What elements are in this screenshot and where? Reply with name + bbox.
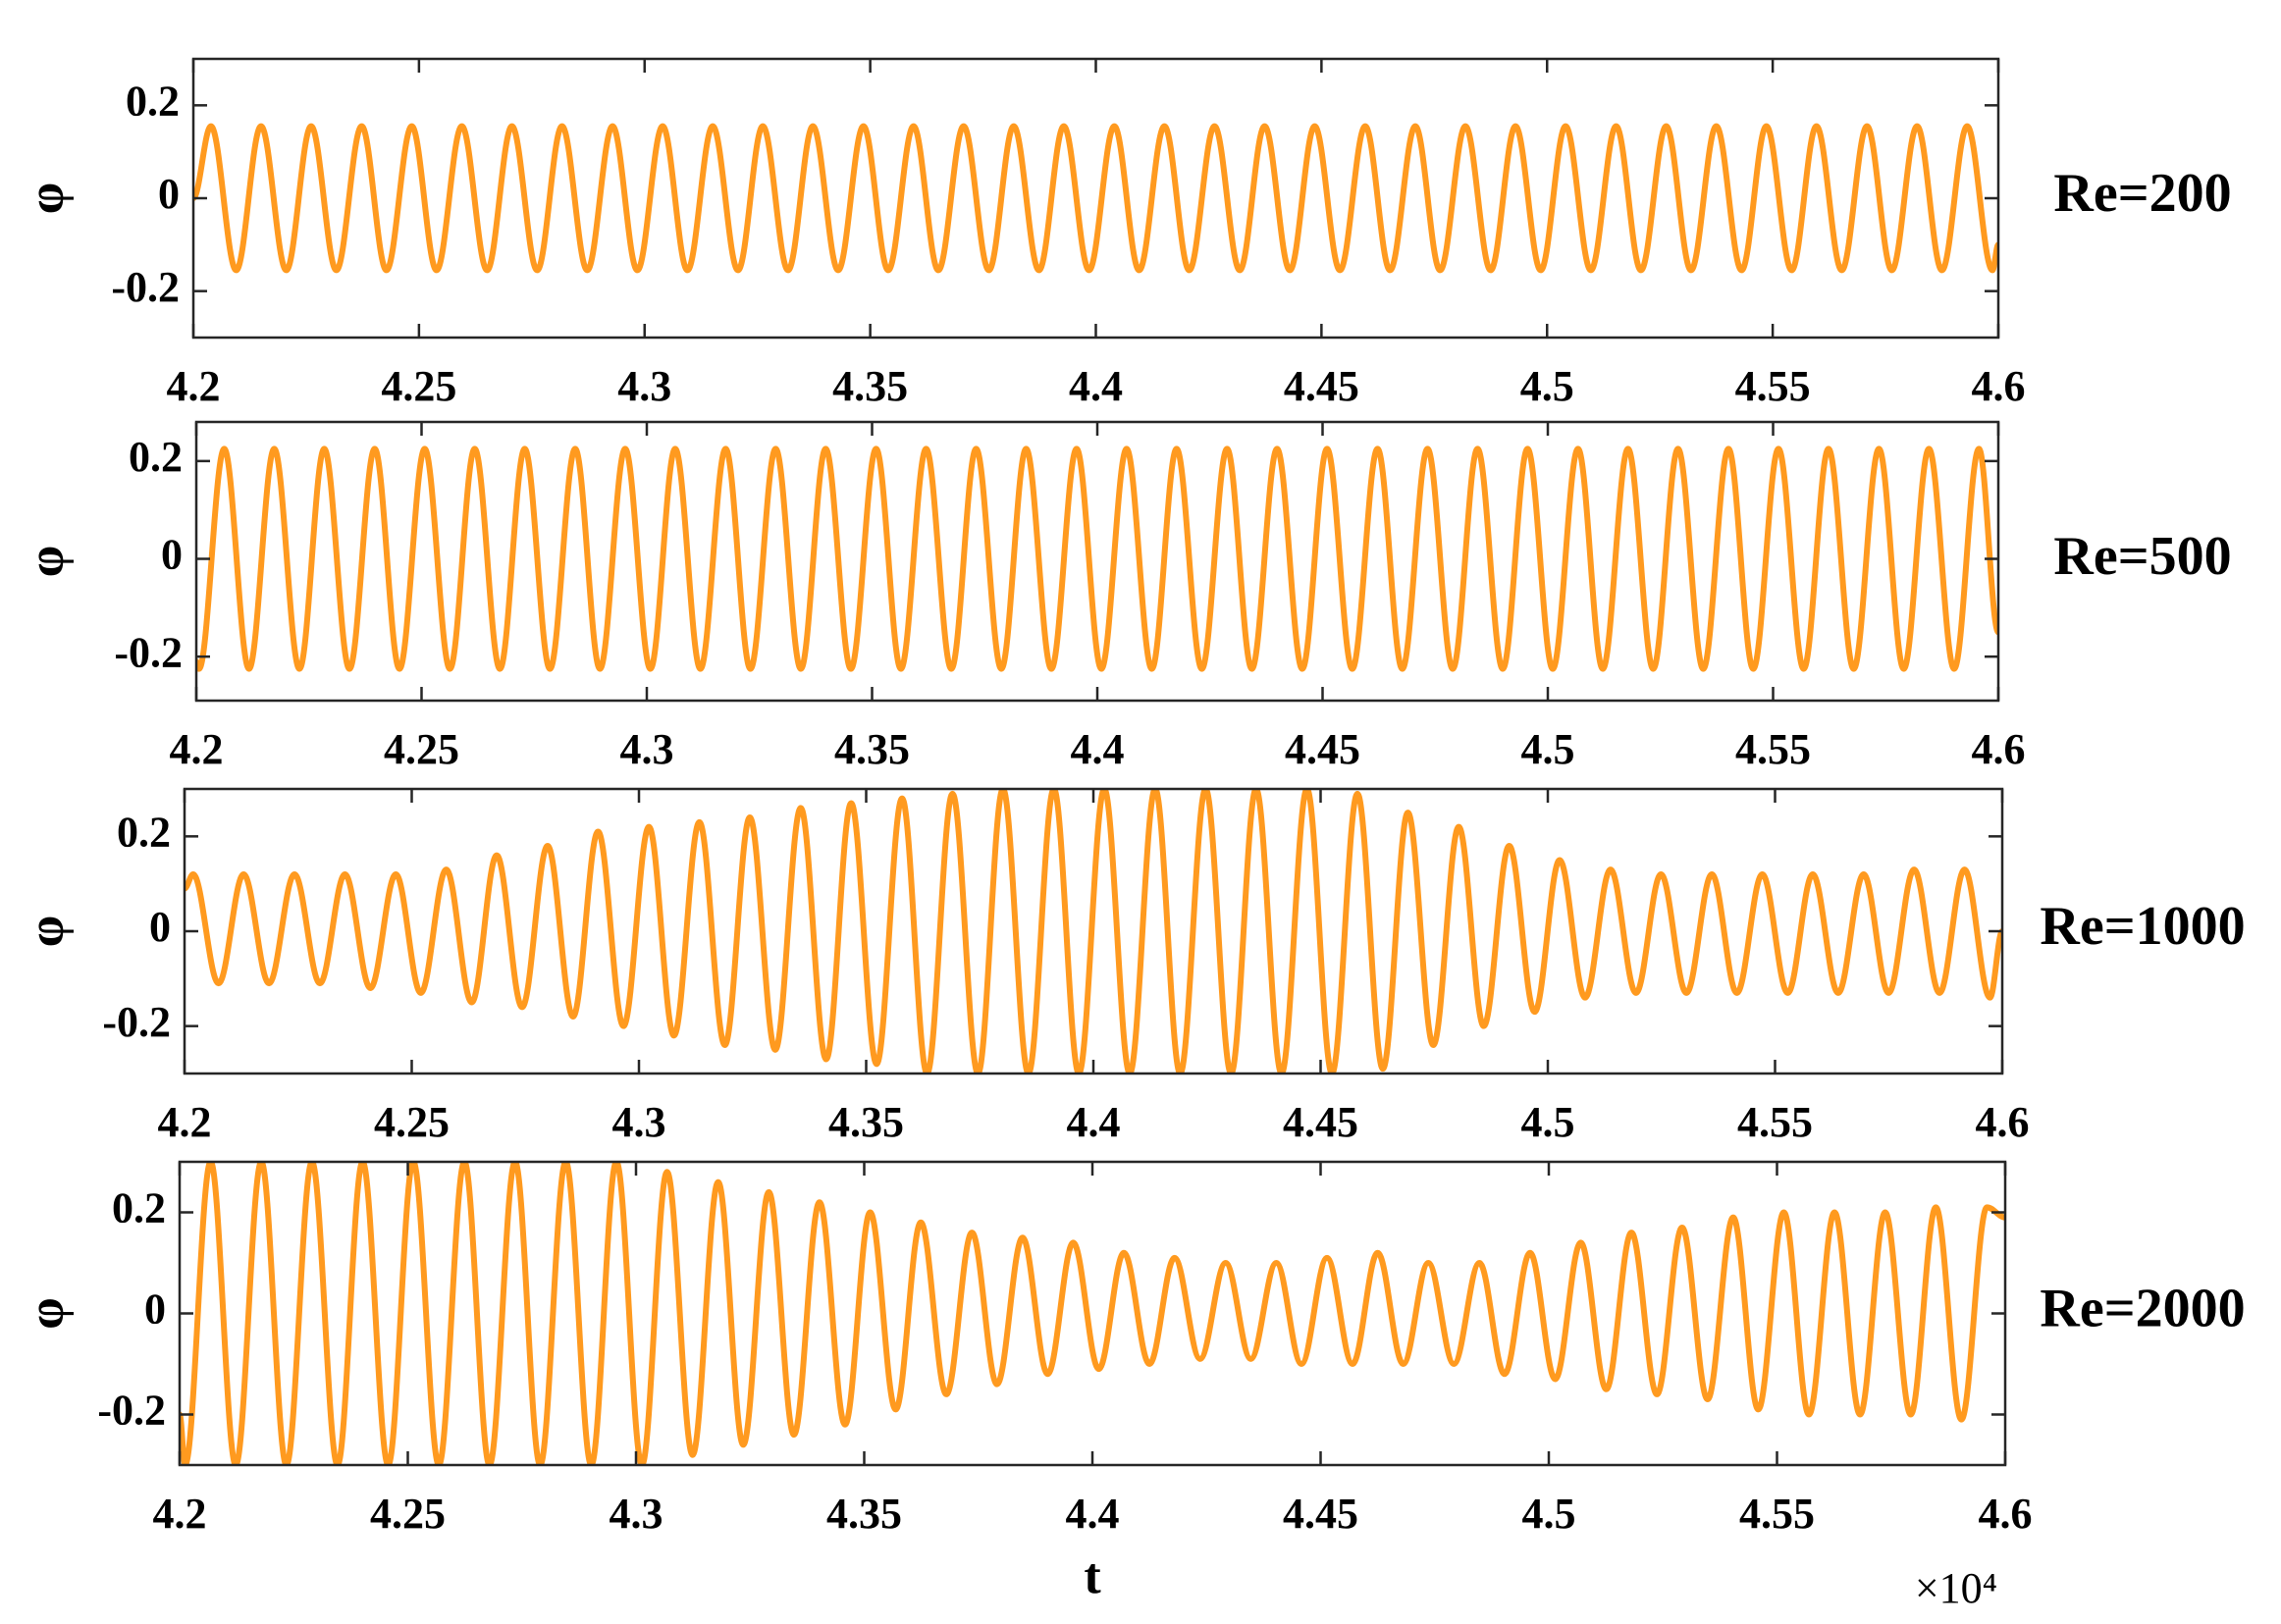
x-tick-label: 4.55 — [1735, 725, 1811, 773]
y-axis-label: φ — [19, 916, 75, 947]
x-tick-label: 4.2 — [170, 725, 224, 773]
x-tick-label: 4.55 — [1735, 362, 1811, 410]
re-annotation: Re=200 — [2053, 163, 2231, 224]
x-tick-label: 4.6 — [1979, 1490, 2033, 1538]
y-tick-label: -0.2 — [102, 998, 171, 1046]
x-tick-label: 4.35 — [832, 362, 908, 410]
x-tick-label: 4.35 — [828, 1098, 904, 1146]
x-tick-label: 4.35 — [834, 725, 910, 773]
x-axis-label: t — [1084, 1548, 1101, 1604]
x-multiplier: ×10⁴ — [1915, 1564, 1997, 1612]
x-tick-label: 4.5 — [1521, 725, 1575, 773]
x-tick-label: 4.4 — [1071, 725, 1125, 773]
x-tick-label: 4.3 — [610, 1490, 663, 1538]
x-tick-label: 4.5 — [1521, 1098, 1575, 1146]
x-tick-label: 4.25 — [370, 1490, 446, 1538]
x-tick-label: 4.45 — [1284, 362, 1359, 410]
x-tick-label: 4.2 — [153, 1490, 207, 1538]
plot-area — [180, 1162, 2005, 1465]
y-tick-label: 0 — [144, 1285, 166, 1334]
y-tick-label: 0.2 — [129, 433, 183, 481]
x-tick-label: 4.3 — [620, 725, 674, 773]
x-tick-label: 4.5 — [1522, 1490, 1576, 1538]
y-tick-label: -0.2 — [97, 1387, 166, 1435]
x-tick-label: 4.25 — [384, 725, 459, 773]
y-tick-label: -0.2 — [114, 628, 183, 676]
y-axis-label: φ — [19, 183, 75, 214]
plot-area — [196, 445, 1998, 672]
y-tick-label: 0.2 — [112, 1184, 166, 1232]
x-tick-label: 4.25 — [374, 1098, 450, 1146]
data-line — [196, 445, 1998, 672]
x-tick-label: 4.35 — [826, 1490, 902, 1538]
x-tick-label: 4.3 — [617, 362, 671, 410]
y-tick-label: 0 — [149, 903, 171, 951]
y-tick-label: -0.2 — [111, 263, 180, 311]
x-tick-label: 4.55 — [1737, 1098, 1813, 1146]
data-line — [185, 789, 2002, 1074]
x-tick-label: 4.4 — [1067, 1098, 1121, 1146]
x-tick-label: 4.4 — [1069, 362, 1123, 410]
x-tick-label: 4.2 — [158, 1098, 212, 1146]
x-tick-label: 4.6 — [1972, 725, 2026, 773]
plot-area — [193, 123, 1998, 274]
re-annotation: Re=500 — [2053, 526, 2231, 587]
plot-area — [185, 789, 2002, 1074]
x-tick-label: 4.6 — [1976, 1098, 2030, 1146]
y-tick-label: 0 — [158, 170, 180, 218]
x-tick-label: 4.5 — [1520, 362, 1574, 410]
y-axis-label: φ — [19, 546, 75, 577]
x-tick-label: 4.45 — [1283, 1490, 1358, 1538]
re-annotation: Re=1000 — [2040, 896, 2245, 957]
x-tick-label: 4.2 — [167, 362, 221, 410]
x-tick-label: 4.6 — [1972, 362, 2026, 410]
x-tick-label: 4.3 — [612, 1098, 666, 1146]
y-tick-label: 0 — [161, 531, 183, 579]
data-line — [180, 1162, 2005, 1465]
x-tick-label: 4.45 — [1283, 1098, 1358, 1146]
y-tick-label: 0.2 — [117, 808, 171, 856]
y-axis-label: φ — [19, 1297, 75, 1329]
x-tick-label: 4.55 — [1739, 1490, 1815, 1538]
re-annotation: Re=2000 — [2040, 1278, 2245, 1338]
y-tick-label: 0.2 — [126, 77, 180, 125]
data-line — [193, 123, 1998, 274]
x-tick-label: 4.4 — [1066, 1490, 1120, 1538]
x-tick-label: 4.45 — [1285, 725, 1360, 773]
x-tick-label: 4.25 — [381, 362, 456, 410]
